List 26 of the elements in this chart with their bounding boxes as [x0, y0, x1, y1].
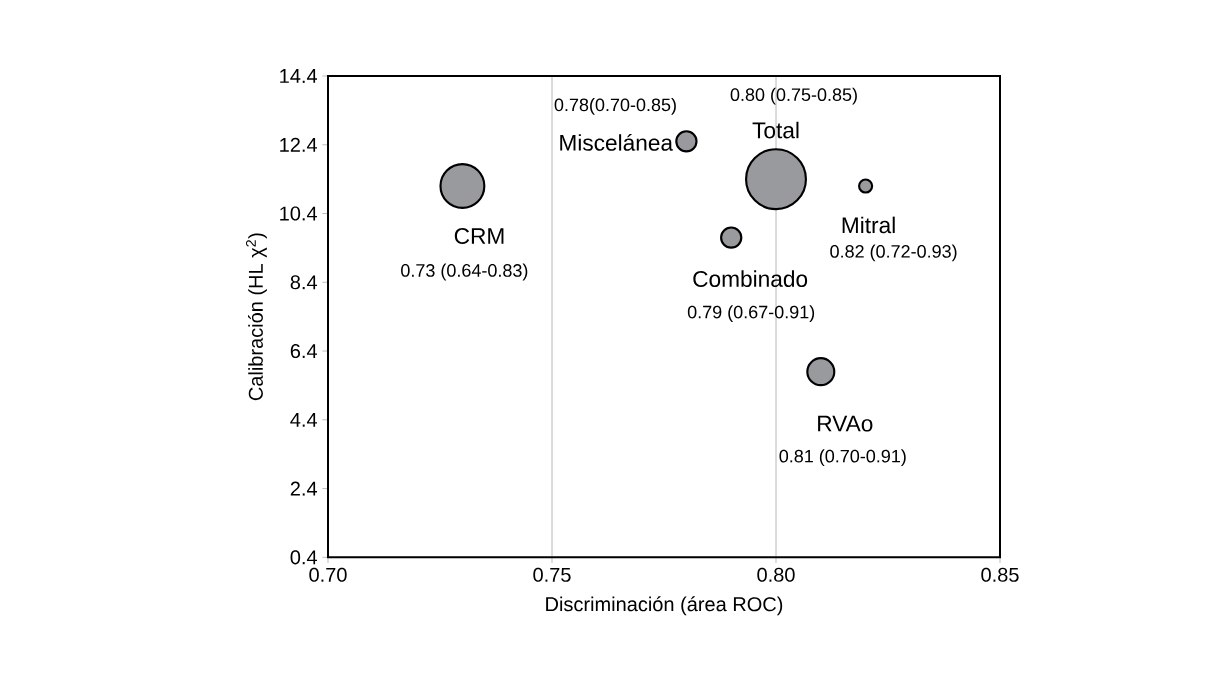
series-label: CRM: [454, 227, 504, 245]
x-axis-title: Discriminación (área ROC): [546, 596, 783, 616]
y-tick-label: 2.4: [290, 481, 318, 496]
series-label: Total: [752, 121, 799, 139]
annotation: 0.79 (0.67-0.91): [687, 305, 815, 322]
y-tick-label: 6.4: [290, 343, 318, 359]
series-label: Combinado: [693, 270, 808, 287]
y-tick-label: 0.4: [290, 550, 318, 565]
y-axis-title: Calibración (HL χ$^{2}$): [245, 233, 267, 401]
y-tick-label: 12.4: [280, 137, 318, 152]
y-tick-label: 4.4: [290, 412, 318, 427]
annotation: 0.80 (0.75-0.85): [730, 87, 857, 105]
annotation: 0.78(0.70-0.85): [554, 97, 676, 115]
annotation: 0.82 (0.72-0.93): [830, 244, 957, 262]
legend-label: Miscelánea: [560, 133, 674, 151]
series-label: RVAo: [818, 415, 873, 432]
series-label: Mitral: [842, 216, 895, 234]
x-tick-label: 0.75: [533, 567, 571, 582]
x-tick-label: 0.85: [981, 567, 1019, 582]
y-tick-label: 8.4: [290, 275, 318, 290]
y-tick-label: 10.4: [280, 206, 318, 221]
y-tick-label: 14.4: [280, 69, 318, 83]
annotation: 0.81 (0.70-0.91): [779, 449, 906, 467]
x-tick-label: 0.80: [757, 567, 795, 582]
annotation: 0.73 (0.64-0.83): [401, 263, 528, 281]
x-tick-label: 0.70: [309, 567, 347, 582]
